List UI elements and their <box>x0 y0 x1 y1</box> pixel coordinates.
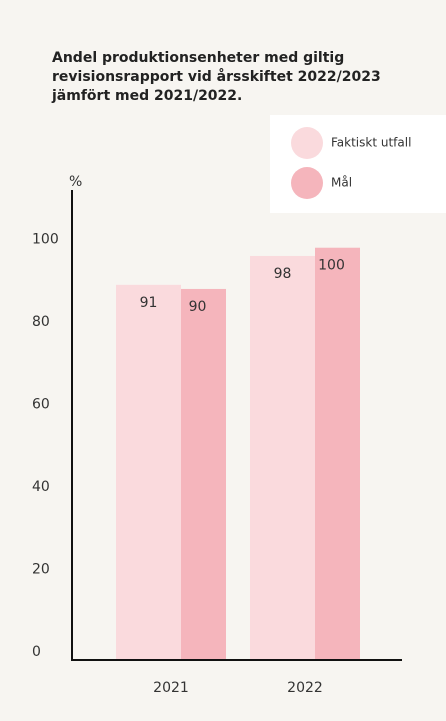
x-tick-label: 2022 <box>287 680 323 696</box>
y-tick-label: 100 <box>32 232 59 248</box>
y-tick-label: 0 <box>32 644 41 660</box>
value-label: 100 <box>318 258 345 274</box>
value-label: 90 <box>189 299 207 315</box>
legend-box <box>270 115 446 213</box>
bar <box>315 247 360 660</box>
y-tick-label: 40 <box>32 479 50 495</box>
legend-label: Mål <box>331 176 352 190</box>
legend-swatch <box>291 167 323 199</box>
value-label: 98 <box>274 266 292 282</box>
chart-title: revisionsrapport vid årsskiftet 2022/202… <box>52 68 381 85</box>
x-tick-label: 2021 <box>153 680 189 696</box>
chart-title: Andel produktionsenheter med giltig <box>52 50 344 66</box>
legend-swatch <box>291 127 323 159</box>
y-tick-label: 60 <box>32 397 50 413</box>
bar <box>181 288 226 660</box>
chart-title: jämfört med 2021/2022. <box>51 88 242 104</box>
value-label: 91 <box>140 295 158 311</box>
y-axis-label: % <box>69 174 82 190</box>
legend-label: Faktiskt utfall <box>331 136 411 150</box>
bar <box>116 284 181 660</box>
bar <box>250 255 315 660</box>
y-tick-label: 80 <box>32 314 50 330</box>
y-tick-label: 20 <box>32 562 50 578</box>
